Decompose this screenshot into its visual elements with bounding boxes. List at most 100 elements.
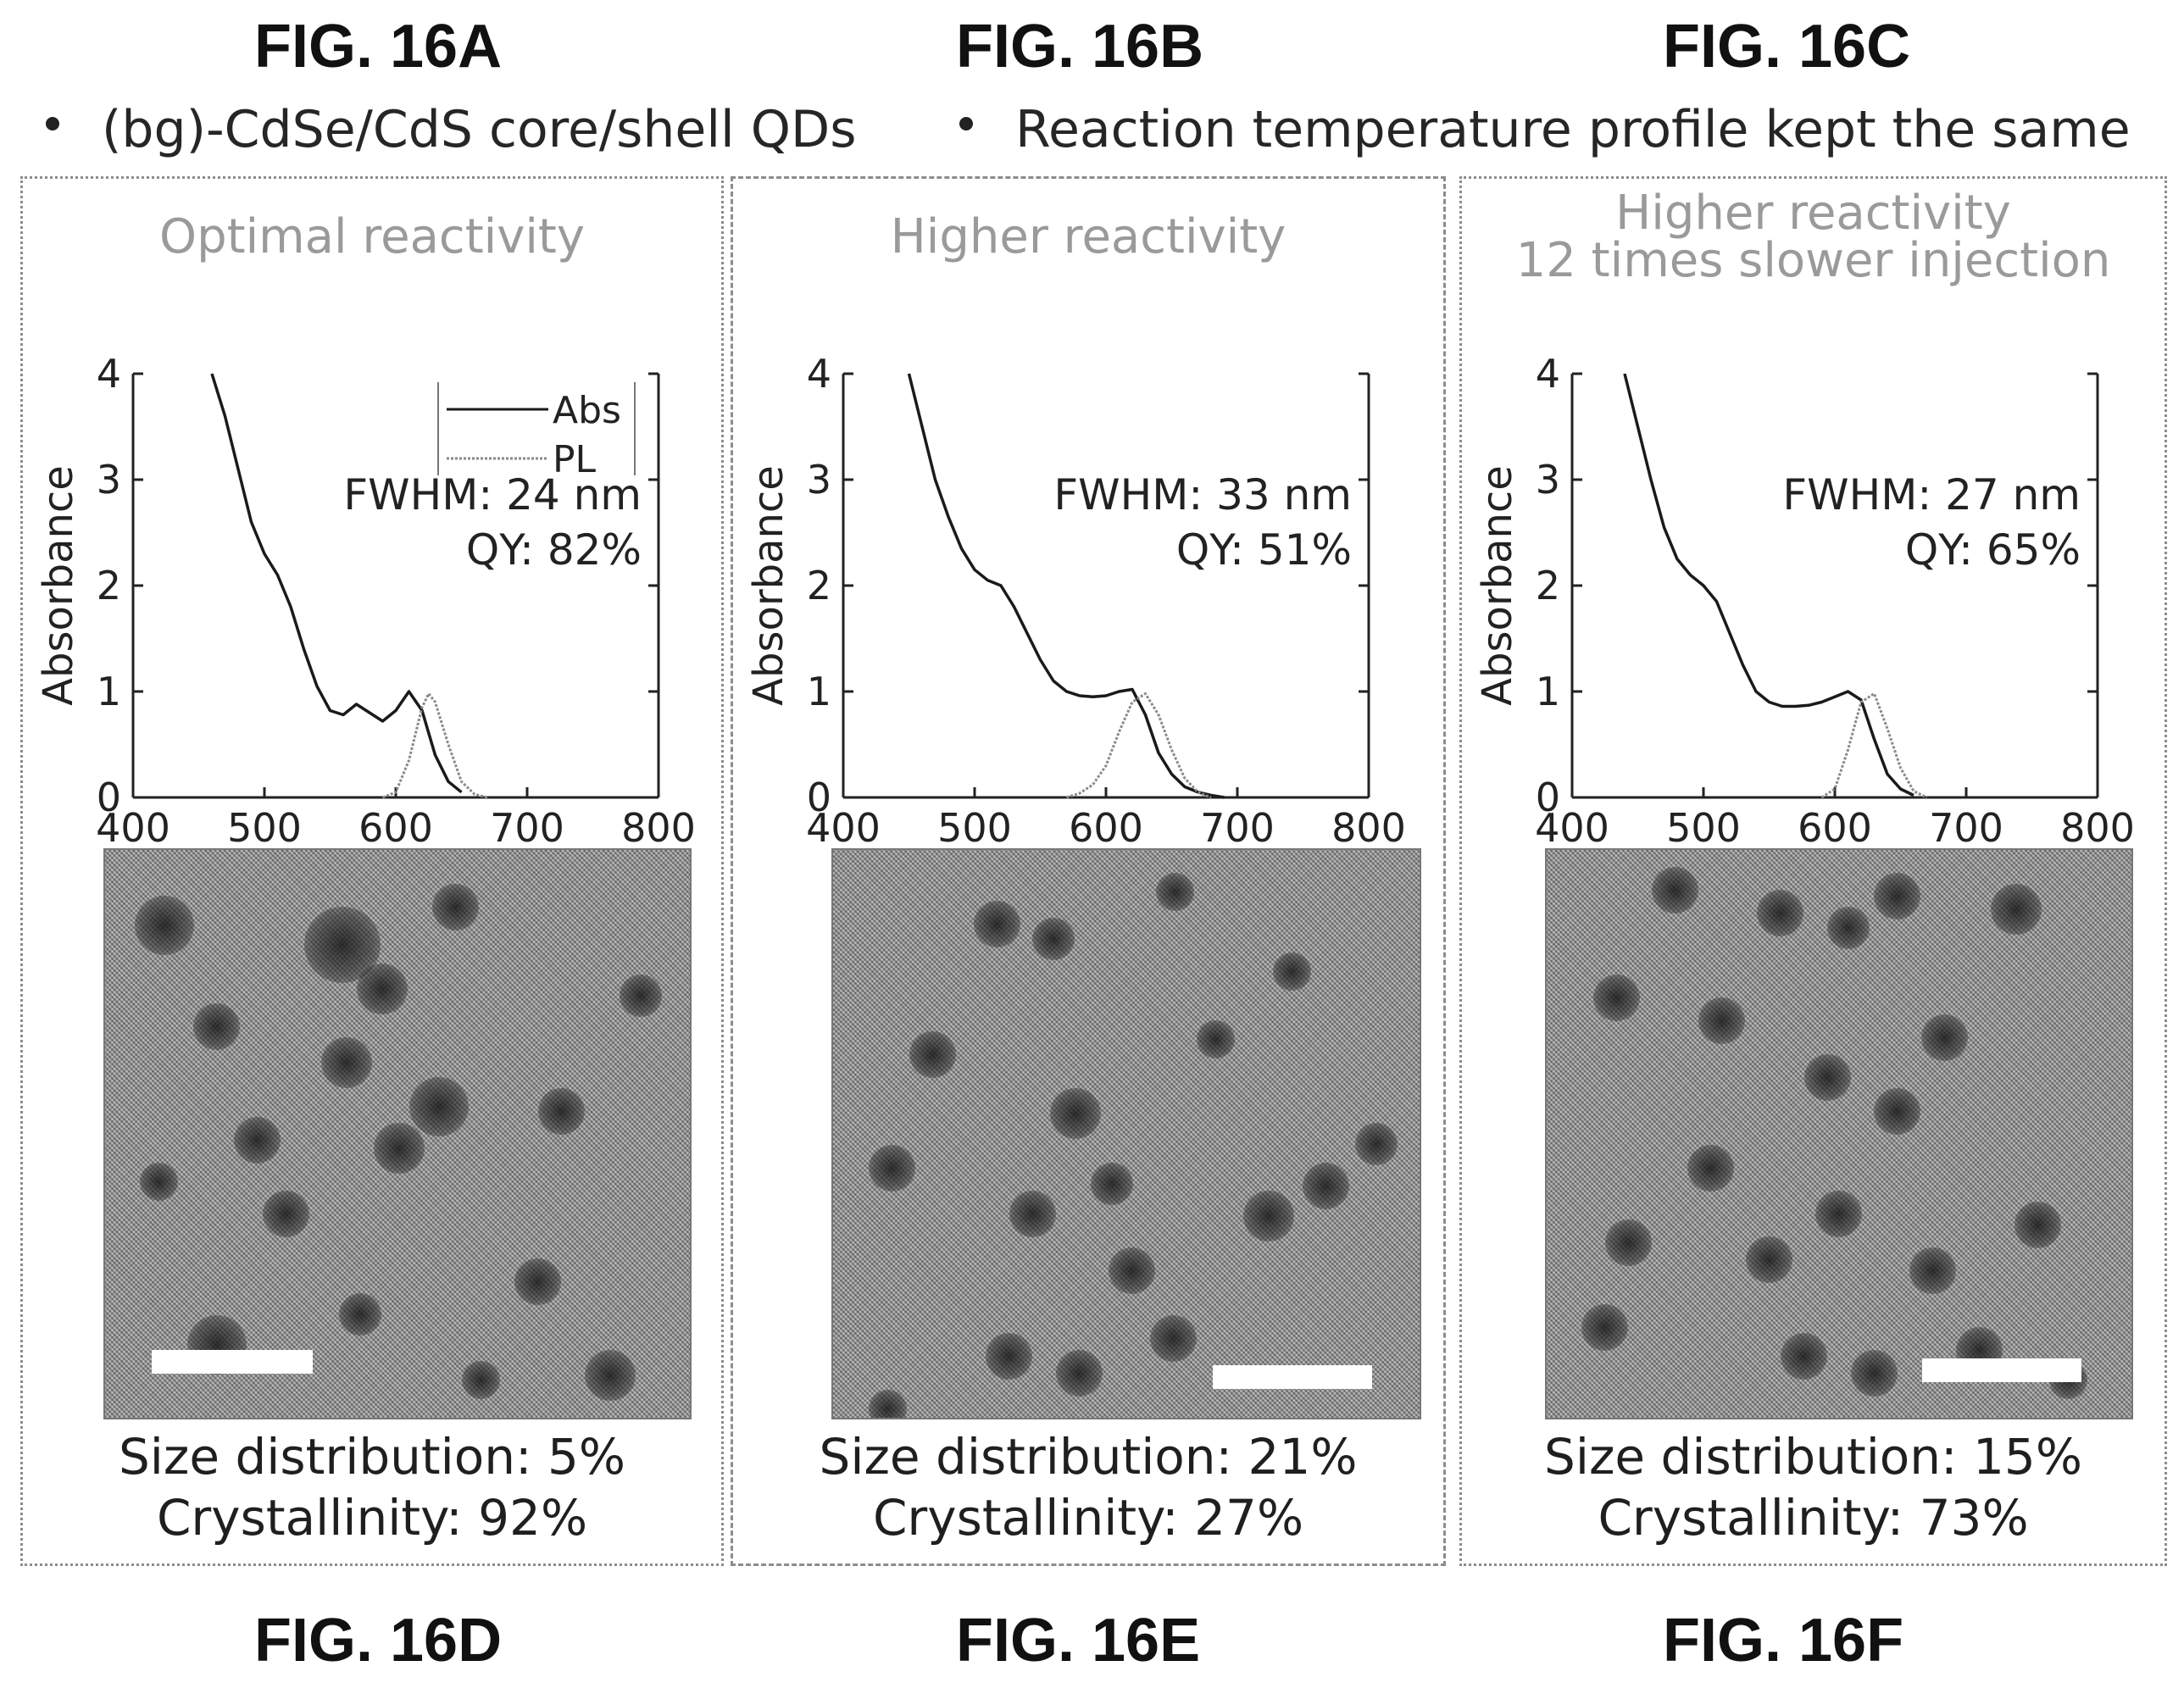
nanoparticle xyxy=(432,884,480,931)
nanoparticle xyxy=(985,1332,1032,1380)
nanoparticle xyxy=(1197,1020,1236,1058)
nanoparticle xyxy=(1781,1332,1827,1380)
x-tick-label: 600 xyxy=(1798,805,1872,851)
nanoparticle xyxy=(1745,1236,1792,1283)
nanoparticle xyxy=(303,907,381,983)
x-tick-label: 400 xyxy=(806,805,881,851)
nanoparticle xyxy=(1149,1315,1197,1363)
legend-abs-label: Abs xyxy=(553,389,621,432)
y-tick-label: 4 xyxy=(807,351,831,397)
abs-series-line xyxy=(1623,373,1914,797)
x-tick-label: 500 xyxy=(1666,805,1741,851)
nanoparticle xyxy=(868,1389,907,1418)
nanoparticle xyxy=(1687,1145,1734,1192)
absorbance-chart: 40050060070080001234Wavelength (nm)Absor… xyxy=(1474,351,2135,901)
panel-title-line2: 12 times slower injection xyxy=(1515,233,2111,288)
x-tick-label: 700 xyxy=(1200,805,1275,851)
y-tick-label: 1 xyxy=(97,669,121,714)
pl-series-line xyxy=(1066,692,1212,799)
nanoparticle xyxy=(1354,1122,1398,1165)
absorbance-chart: 40050060070080001234Wavelength (nm)Absor… xyxy=(745,351,1406,901)
nanoparticle xyxy=(909,1031,956,1079)
nanoparticle xyxy=(1815,1191,1863,1237)
nanoparticle xyxy=(1698,997,1746,1045)
nanoparticle xyxy=(974,901,1021,948)
size-distribution-label: Size distribution: 15% xyxy=(1544,1428,2082,1486)
nanoparticle xyxy=(408,1077,469,1136)
x-tick-label: 600 xyxy=(1069,805,1143,851)
panel-title: Higher reactivity xyxy=(890,209,1287,264)
nanoparticle xyxy=(192,1003,240,1050)
nanoparticle xyxy=(1243,1191,1295,1241)
scale-bar xyxy=(1213,1365,1372,1389)
nanoparticle xyxy=(514,1258,561,1306)
fig-label-16e: FIG. 16E xyxy=(956,1607,1201,1675)
y-axis-title: Absorbance xyxy=(35,465,82,706)
y-tick-label: 3 xyxy=(807,457,831,503)
y-tick-label: 2 xyxy=(807,563,831,608)
nanoparticle xyxy=(134,895,194,955)
y-tick-label: 2 xyxy=(1536,563,1560,608)
nanoparticle xyxy=(321,1037,373,1089)
bullet-item: (bg)-CdSe/CdS core/shell QDs xyxy=(46,100,856,159)
nanoparticle xyxy=(1827,907,1870,949)
x-tick-label: 500 xyxy=(937,805,1012,851)
x-tick-label: 500 xyxy=(227,805,302,851)
qy-annotation: QY: 51% xyxy=(1176,525,1352,575)
nanoparticle xyxy=(1850,1349,1898,1397)
y-tick-label: 2 xyxy=(97,563,121,608)
nanoparticle xyxy=(1803,1054,1851,1102)
fwhm-annotation: FWHM: 24 nm xyxy=(343,470,642,519)
nanoparticle xyxy=(1273,952,1311,991)
nanoparticle xyxy=(461,1361,500,1399)
pl-series-line xyxy=(381,692,488,799)
y-axis-title: Absorbance xyxy=(1474,465,1521,706)
y-tick-label: 0 xyxy=(1536,775,1560,820)
bullet-item: Reaction temperature profile kept the sa… xyxy=(959,100,2131,159)
scale-bar xyxy=(1922,1358,2081,1382)
nanoparticle xyxy=(1593,975,1641,1022)
panel-slower-injection: Higher reactivity 12 times slower inject… xyxy=(1459,176,2167,1566)
bullet-dot-icon xyxy=(959,117,973,131)
fig-label-16b: FIG. 16B xyxy=(956,13,1204,81)
x-tick-label: 700 xyxy=(490,805,564,851)
nanoparticle xyxy=(537,1088,585,1136)
nanoparticle xyxy=(1605,1219,1652,1266)
nanoparticle xyxy=(140,1162,179,1201)
y-tick-label: 4 xyxy=(1536,351,1560,397)
fig-label-16a: FIG. 16A xyxy=(254,13,503,81)
bullet-dot-icon xyxy=(46,117,59,131)
crystallinity-label: Crystallinity: 73% xyxy=(1598,1489,2029,1547)
nanoparticle xyxy=(868,1145,915,1192)
fwhm-annotation: FWHM: 27 nm xyxy=(1782,470,2081,519)
y-tick-label: 1 xyxy=(1536,669,1560,714)
x-tick-label: 800 xyxy=(2060,805,2135,851)
nanoparticle xyxy=(1874,1088,1921,1136)
nanoparticle xyxy=(1874,872,1921,919)
y-tick-label: 3 xyxy=(1536,457,1560,503)
bullet-text: (bg)-CdSe/CdS core/shell QDs xyxy=(102,100,857,159)
fig-label-16d: FIG. 16D xyxy=(254,1607,503,1675)
size-distribution-label: Size distribution: 21% xyxy=(819,1428,1358,1486)
nanoparticle xyxy=(1050,1088,1102,1140)
crystallinity-label: Crystallinity: 27% xyxy=(872,1489,1304,1547)
tem-image xyxy=(1545,848,2133,1419)
nanoparticle xyxy=(1757,889,1804,936)
x-tick-label: 800 xyxy=(621,805,696,851)
x-tick-label: 600 xyxy=(358,805,433,851)
nanoparticle xyxy=(1155,872,1194,911)
y-axis-title: Absorbance xyxy=(745,465,792,706)
nanoparticle xyxy=(339,1292,381,1336)
fig-label-16c: FIG. 16C xyxy=(1663,13,1911,81)
nanoparticle xyxy=(1302,1162,1349,1209)
nanoparticle xyxy=(1055,1349,1103,1397)
bullet-text: Reaction temperature profile kept the sa… xyxy=(1015,100,2131,159)
nanoparticle xyxy=(1109,1247,1156,1294)
panel-title: Higher reactivity xyxy=(1615,186,2011,241)
y-tick-label: 4 xyxy=(97,351,121,397)
panel-optimal-reactivity: Optimal reactivity 40050060070080001234W… xyxy=(20,176,724,1566)
nanoparticle xyxy=(1032,918,1075,961)
y-tick-label: 0 xyxy=(97,775,121,820)
qy-annotation: QY: 65% xyxy=(1905,525,2081,575)
pl-series-line xyxy=(1820,692,1928,799)
